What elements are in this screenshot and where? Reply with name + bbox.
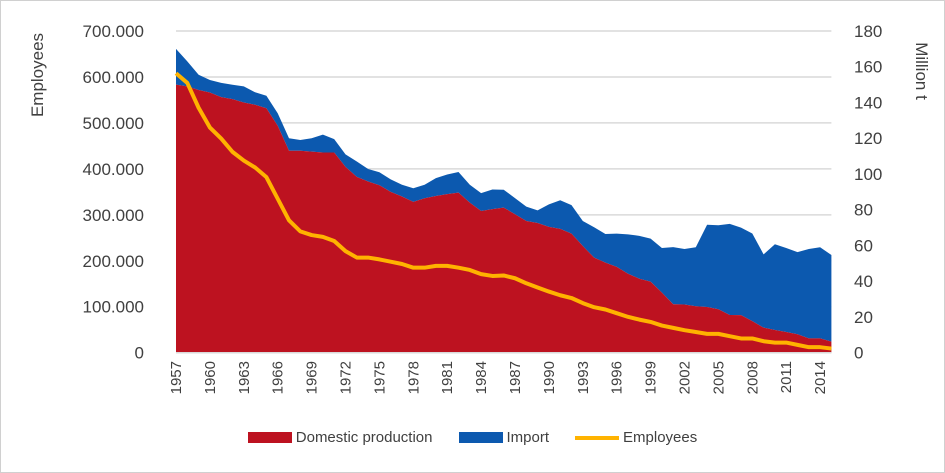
x-tick-label: 1990 (541, 361, 558, 394)
x-tick-label: 1969 (304, 361, 321, 394)
left-tick-label: 300.000 (83, 206, 144, 225)
legend-label-import: Import (506, 429, 550, 446)
legend-swatch-import (458, 432, 503, 443)
x-tick-label: 1993 (575, 361, 592, 394)
x-tick-label: 1996 (609, 361, 626, 394)
right-tick-label: 180 (854, 22, 882, 41)
x-tick-label: 2005 (710, 361, 727, 394)
x-tick-label: 1960 (202, 361, 219, 394)
x-tick-label: 1963 (236, 361, 253, 394)
right-tick-label: 0 (854, 344, 863, 363)
x-tick-label: 1999 (643, 361, 660, 394)
left-tick-label: 400.000 (83, 160, 144, 179)
x-tick-label: 1975 (371, 361, 388, 394)
legend: Domestic production Import Employees (1, 429, 944, 446)
employees-line (174, 71, 832, 351)
x-tick-label: 1966 (270, 361, 287, 394)
right-tick-label: 20 (854, 308, 873, 327)
y-axis-title-right: Million t (912, 42, 931, 100)
legend-item-domestic: Domestic production (247, 429, 433, 446)
domestic-production-area (176, 84, 832, 353)
x-tick-label: 1957 (168, 361, 185, 394)
right-tick-label: 80 (854, 201, 873, 220)
x-tick-label: 2008 (744, 361, 761, 394)
left-tick-label: 0 (135, 344, 144, 363)
right-tick-label: 40 (854, 272, 873, 291)
left-tick-label: 100.000 (83, 298, 144, 317)
x-tick-label: 1987 (507, 361, 524, 394)
x-tick-label: 1981 (439, 361, 456, 394)
x-tick-label: 2014 (812, 361, 829, 394)
legend-label-domestic: Domestic production (295, 429, 433, 446)
x-tick-label: 1984 (473, 361, 490, 394)
legend-item-import: Import (458, 429, 550, 446)
right-tick-label: 100 (854, 165, 882, 184)
legend-swatch-employees (575, 435, 620, 440)
left-tick-label: 200.000 (83, 252, 144, 271)
left-tick-label: 600.000 (83, 68, 144, 87)
import-area (176, 48, 832, 342)
left-tick-label: 500.000 (83, 114, 144, 133)
x-tick-label: 2011 (778, 361, 795, 393)
x-tick-label: 2002 (677, 361, 694, 394)
x-tick-label: 1978 (405, 361, 422, 394)
legend-label-employees: Employees (623, 429, 698, 446)
right-tick-label: 60 (854, 236, 873, 255)
x-tick-label: 1972 (338, 361, 355, 394)
y-axis-title-left: Employees (28, 33, 47, 117)
legend-item-employees: Employees (575, 429, 697, 446)
left-tick-label: 700.000 (83, 22, 144, 41)
legend-swatch-domestic (247, 432, 292, 443)
right-tick-label: 120 (854, 129, 882, 148)
right-tick-label: 140 (854, 93, 882, 112)
right-tick-label: 160 (854, 58, 882, 77)
